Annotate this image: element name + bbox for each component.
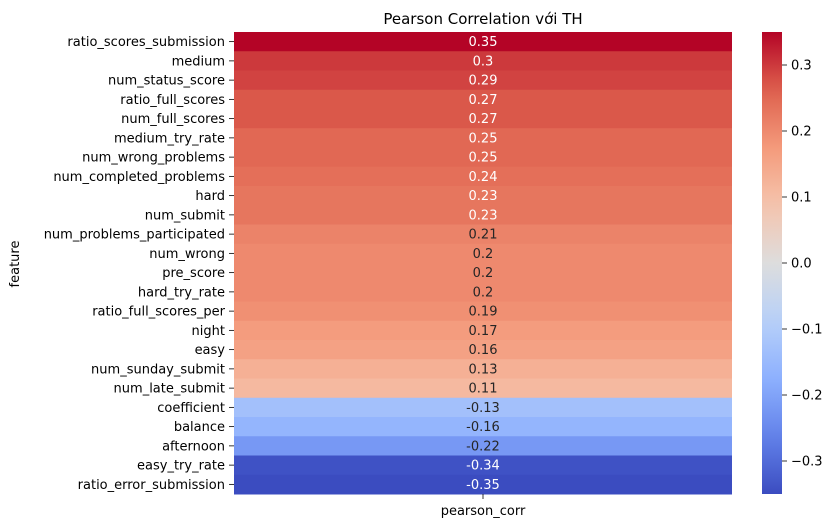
cell-value-label: 0.27: [469, 93, 498, 108]
row-label: num_late_submit: [114, 382, 225, 397]
heatmap-cell: [234, 263, 732, 283]
cell-value-label: 0.11: [469, 382, 498, 397]
cell-value-label: -0.34: [466, 459, 500, 474]
cell-value-label: 0.17: [469, 324, 498, 339]
heatmap-cell: [234, 109, 732, 129]
cell-value-label: 0.27: [469, 112, 498, 127]
cell-value-label: 0.25: [469, 131, 498, 146]
row-label: medium: [172, 54, 225, 69]
heatmap-cell: [234, 474, 732, 495]
colorbar-tick-label: −0.3: [791, 455, 823, 470]
cell-value-label: -0.13: [466, 401, 500, 416]
heatmap-cell: [234, 224, 732, 245]
heatmap-cell: [234, 455, 732, 476]
heatmap-cell: [234, 378, 732, 399]
row-label: hard_try_rate: [138, 285, 225, 300]
cell-value-label: -0.22: [466, 439, 500, 454]
cell-value-label: 0.3: [473, 54, 494, 69]
row-label: ratio_full_scores: [120, 93, 225, 108]
heatmap-cell: [234, 186, 732, 206]
row-label: num_status_score: [108, 74, 225, 89]
colorbar-tick-label: −0.2: [791, 389, 823, 404]
cell-value-label: 0.16: [469, 343, 498, 358]
chart-title: Pearson Correlation với TH: [383, 10, 582, 28]
cell-value-label: 0.19: [469, 305, 498, 320]
cell-value-label: 0.21: [469, 228, 498, 243]
cell-value-label: 0.29: [469, 74, 498, 89]
cell-value-label: 0.24: [469, 170, 498, 185]
colorbar-tick-label: 0.1: [791, 191, 812, 206]
cell-value-label: 0.2: [473, 285, 494, 300]
cell-value-label: -0.35: [466, 478, 500, 493]
heatmap-cell: [234, 51, 732, 71]
row-label: num_problems_participated: [44, 228, 225, 243]
heatmap-cell: [234, 320, 732, 341]
heatmap-cell: [234, 128, 732, 148]
row-label: num_full_scores: [121, 112, 225, 127]
row-label: coefficient: [157, 401, 225, 416]
colorbar: [762, 32, 782, 494]
colorbar-ticks: 0.3 0.2 0.1 0.0 −0.1 −0.2 −0.3: [782, 59, 823, 470]
heatmap-cell: [234, 417, 732, 437]
cell-value-label: 0.25: [469, 151, 498, 166]
row-label: afternoon: [162, 439, 225, 454]
column-labels: pearson_corr: [441, 494, 526, 519]
row-label: num_completed_problems: [53, 170, 225, 185]
row-label: ratio_full_scores_per: [92, 305, 225, 320]
heatmap-cell: [234, 282, 732, 302]
heatmap-cell: [234, 147, 732, 168]
heatmap-cell: [234, 166, 732, 187]
column-label: pearson_corr: [441, 504, 526, 519]
heatmap-cells: 0.35 0.3 0.29 0.27 0.27 0.25 0.25 0.24 0.23 0.23 0…: [234, 32, 732, 495]
row-label: balance: [174, 420, 225, 435]
y-axis-label: feature: [8, 241, 23, 288]
cell-value-label: 0.23: [469, 189, 498, 204]
row-label: pre_score: [162, 266, 225, 281]
colorbar-tick-label: 0.3: [791, 59, 812, 74]
cell-value-label: 0.35: [469, 35, 498, 50]
heatmap-cell: [234, 205, 732, 225]
row-label: ratio_scores_submission: [67, 35, 225, 50]
row-label: easy_try_rate: [137, 459, 225, 474]
row-label: hard: [195, 189, 225, 204]
heatmap-cell: [234, 397, 732, 418]
row-label: num_wrong: [149, 247, 225, 262]
heatmap-cell: [234, 340, 732, 360]
heatmap-cell: [234, 436, 732, 456]
cell-value-label: -0.16: [466, 420, 500, 435]
heatmap-cell: [234, 89, 732, 110]
cell-value-label: 0.2: [473, 266, 494, 281]
row-label: num_submit: [145, 208, 225, 223]
heatmap-cell: [234, 70, 732, 91]
colorbar-tick-label: 0.0: [791, 257, 812, 272]
row-label: medium_try_rate: [114, 131, 225, 146]
heatmap-cell: [234, 243, 732, 264]
heatmap-cell: [234, 359, 732, 379]
colorbar-tick-label: 0.2: [791, 125, 812, 140]
cell-value-label: 0.2: [473, 247, 494, 262]
heatmap-cell: [234, 32, 732, 52]
row-label: night: [192, 324, 225, 339]
heatmap-cell: [234, 301, 732, 322]
colorbar-tick-label: −0.1: [791, 323, 823, 338]
row-label: ratio_error_submission: [78, 478, 225, 493]
row-label: easy: [195, 343, 226, 358]
row-label: num_wrong_problems: [82, 151, 225, 166]
cell-value-label: 0.23: [469, 208, 498, 223]
row-label: num_sunday_submit: [91, 362, 225, 377]
cell-value-label: 0.13: [469, 362, 498, 377]
